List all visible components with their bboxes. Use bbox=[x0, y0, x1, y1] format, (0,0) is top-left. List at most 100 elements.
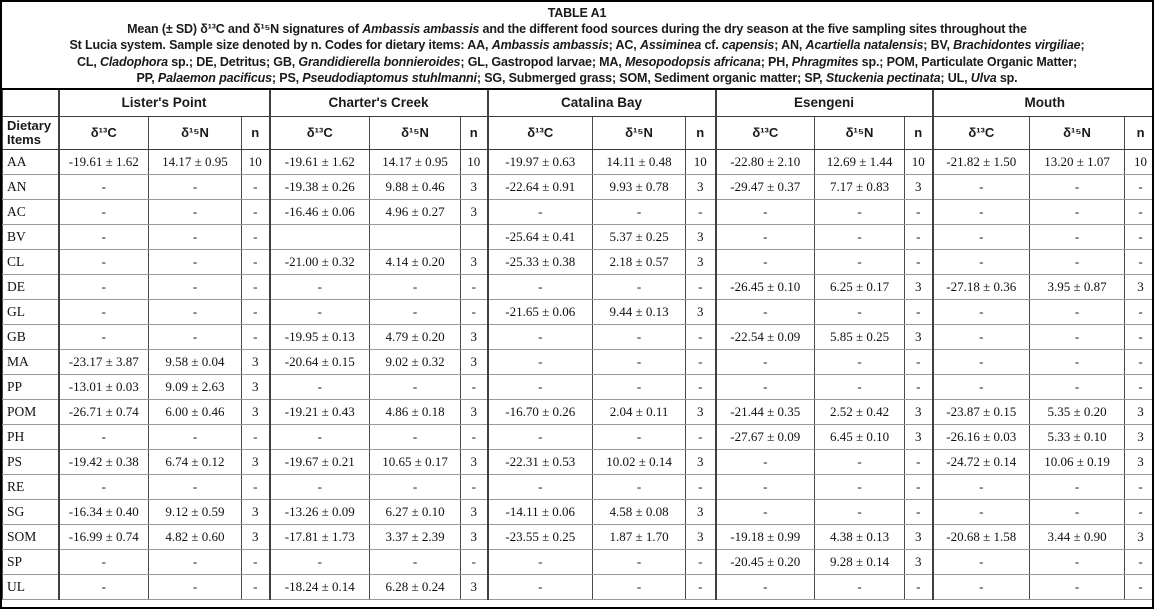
data-cell: - bbox=[240, 298, 271, 325]
data-cell: - bbox=[592, 423, 687, 450]
data-cell: - bbox=[904, 298, 934, 325]
data-cell: 10.65 ± 0.17 bbox=[369, 448, 462, 475]
row-label-cl: CL bbox=[2, 248, 59, 275]
data-cell: - bbox=[592, 273, 687, 300]
data-cell: 3 bbox=[460, 248, 489, 275]
data-cell: - bbox=[57, 473, 149, 500]
data-cell: 3 bbox=[1124, 423, 1152, 450]
data-cell: 6.28 ± 0.24 bbox=[369, 573, 462, 600]
table-row: PS -19.42 ± 0.38 6.74 ± 0.12 3 -19.67 ± 0.21… bbox=[2, 448, 1152, 475]
row-label-som: SOM bbox=[2, 523, 59, 550]
data-cell: - bbox=[1029, 348, 1126, 375]
data-cell: 6.27 ± 0.10 bbox=[369, 498, 462, 525]
data-cell: - bbox=[714, 298, 816, 325]
data-cell: - bbox=[148, 423, 242, 450]
data-cell: -20.64 ± 0.15 bbox=[268, 348, 371, 375]
data-cell: 3 bbox=[904, 523, 934, 550]
data-cell: - bbox=[148, 298, 242, 325]
data-cell: 3 bbox=[460, 173, 489, 200]
data-cell: - bbox=[1124, 548, 1152, 575]
data-cell: 3 bbox=[685, 523, 717, 550]
data-cell: - bbox=[57, 548, 149, 575]
data-cell: - bbox=[1124, 498, 1152, 525]
data-cell: -22.54 ± 0.09 bbox=[714, 323, 816, 350]
data-cell: - bbox=[1029, 173, 1126, 200]
row-label-aa: AA bbox=[2, 148, 59, 175]
data-cell: - bbox=[148, 273, 242, 300]
col-header-d13c-catalina-bay: δ¹³C bbox=[486, 116, 594, 150]
data-cell: - bbox=[714, 573, 816, 600]
data-cell: - bbox=[931, 498, 1031, 525]
data-cell: 9.09 ± 2.63 bbox=[148, 373, 242, 400]
table-row: UL - - - -18.24 ± 0.14 6.28 ± 0.24 3- - - - - - - - - bbox=[2, 573, 1152, 600]
data-cell: - bbox=[904, 498, 934, 525]
data-cell: - bbox=[460, 298, 489, 325]
table-row: RE - - - - - - - - - - - - - - - bbox=[2, 473, 1152, 500]
data-cell: - bbox=[714, 473, 816, 500]
row-label-re: RE bbox=[2, 473, 59, 500]
table-row: AA -19.61 ± 1.62 14.17 ± 0.95 10 -19.61 ± 1.… bbox=[2, 148, 1152, 175]
data-cell: 10 bbox=[240, 148, 271, 175]
data-cell: 14.17 ± 0.95 bbox=[148, 148, 242, 175]
data-cell: 3 bbox=[1124, 398, 1152, 425]
data-cell: - bbox=[685, 573, 717, 600]
col-header-n-esengeni: n bbox=[904, 116, 934, 150]
data-cell: 3 bbox=[460, 448, 489, 475]
data-cell: - bbox=[685, 548, 717, 575]
data-cell: -26.45 ± 0.10 bbox=[714, 273, 816, 300]
data-cell: -21.44 ± 0.35 bbox=[714, 398, 816, 425]
data-cell: 9.88 ± 0.46 bbox=[369, 173, 462, 200]
data-cell: - bbox=[1124, 198, 1152, 225]
data-cell: 3 bbox=[460, 523, 489, 550]
data-cell: -19.95 ± 0.13 bbox=[268, 323, 371, 350]
data-cell: - bbox=[268, 423, 371, 450]
data-cell: - bbox=[685, 423, 717, 450]
data-cell: - bbox=[148, 223, 242, 250]
data-cell: 10 bbox=[1124, 148, 1152, 175]
data-cell: 4.14 ± 0.20 bbox=[369, 248, 462, 275]
row-header-dietary-items: Dietary Items bbox=[2, 116, 59, 150]
data-cell: - bbox=[931, 548, 1031, 575]
data-cell: - bbox=[486, 373, 594, 400]
col-header-d15n-charter-s-creek: δ¹⁵N bbox=[369, 116, 462, 150]
data-cell: - bbox=[685, 323, 717, 350]
data-cell: 3 bbox=[240, 398, 271, 425]
data-cell: - bbox=[1029, 548, 1126, 575]
data-cell: - bbox=[240, 223, 271, 250]
data-cell: 3 bbox=[460, 323, 489, 350]
row-label-sp: SP bbox=[2, 548, 59, 575]
data-cell: - bbox=[369, 273, 462, 300]
data-cell: - bbox=[904, 473, 934, 500]
data-cell: - bbox=[1029, 298, 1126, 325]
data-cell: 6.00 ± 0.46 bbox=[148, 398, 242, 425]
row-label-pom: POM bbox=[2, 398, 59, 425]
data-cell: - bbox=[148, 573, 242, 600]
data-cell: -22.64 ± 0.91 bbox=[486, 173, 594, 200]
data-cell: 3 bbox=[904, 273, 934, 300]
data-cell: -14.11 ± 0.06 bbox=[486, 498, 594, 525]
data-cell: -13.26 ± 0.09 bbox=[268, 498, 371, 525]
data-cell: - bbox=[1124, 348, 1152, 375]
data-cell: - bbox=[904, 573, 934, 600]
col-header-d15n-mouth: δ¹⁵N bbox=[1029, 116, 1126, 150]
data-cell: -19.61 ± 1.62 bbox=[57, 148, 149, 175]
data-cell: - bbox=[1124, 373, 1152, 400]
data-cell: - bbox=[486, 423, 594, 450]
data-cell: -22.31 ± 0.53 bbox=[486, 448, 594, 475]
data-cell: -22.80 ± 2.10 bbox=[714, 148, 816, 175]
data-cell: - bbox=[931, 473, 1031, 500]
table-row: AC - - - -16.46 ± 0.06 4.96 ± 0.27 3- - - - - - - - - bbox=[2, 198, 1152, 225]
data-cell: 9.58 ± 0.04 bbox=[148, 348, 242, 375]
data-cell: 3 bbox=[1124, 523, 1152, 550]
col-header-n-charter-s-creek: n bbox=[460, 116, 489, 150]
data-cell: - bbox=[814, 573, 906, 600]
data-cell: -16.70 ± 0.26 bbox=[486, 398, 594, 425]
data-cell: 1.87 ± 1.70 bbox=[592, 523, 687, 550]
table-row: GB - - - -19.95 ± 0.13 4.79 ± 0.20 3- - - -22.54 … bbox=[2, 323, 1152, 350]
row-label-ma: MA bbox=[2, 348, 59, 375]
row-label-sg: SG bbox=[2, 498, 59, 525]
data-cell: - bbox=[931, 298, 1031, 325]
data-cell: - bbox=[486, 473, 594, 500]
data-cell: - bbox=[931, 248, 1031, 275]
data-cell: - bbox=[460, 548, 489, 575]
